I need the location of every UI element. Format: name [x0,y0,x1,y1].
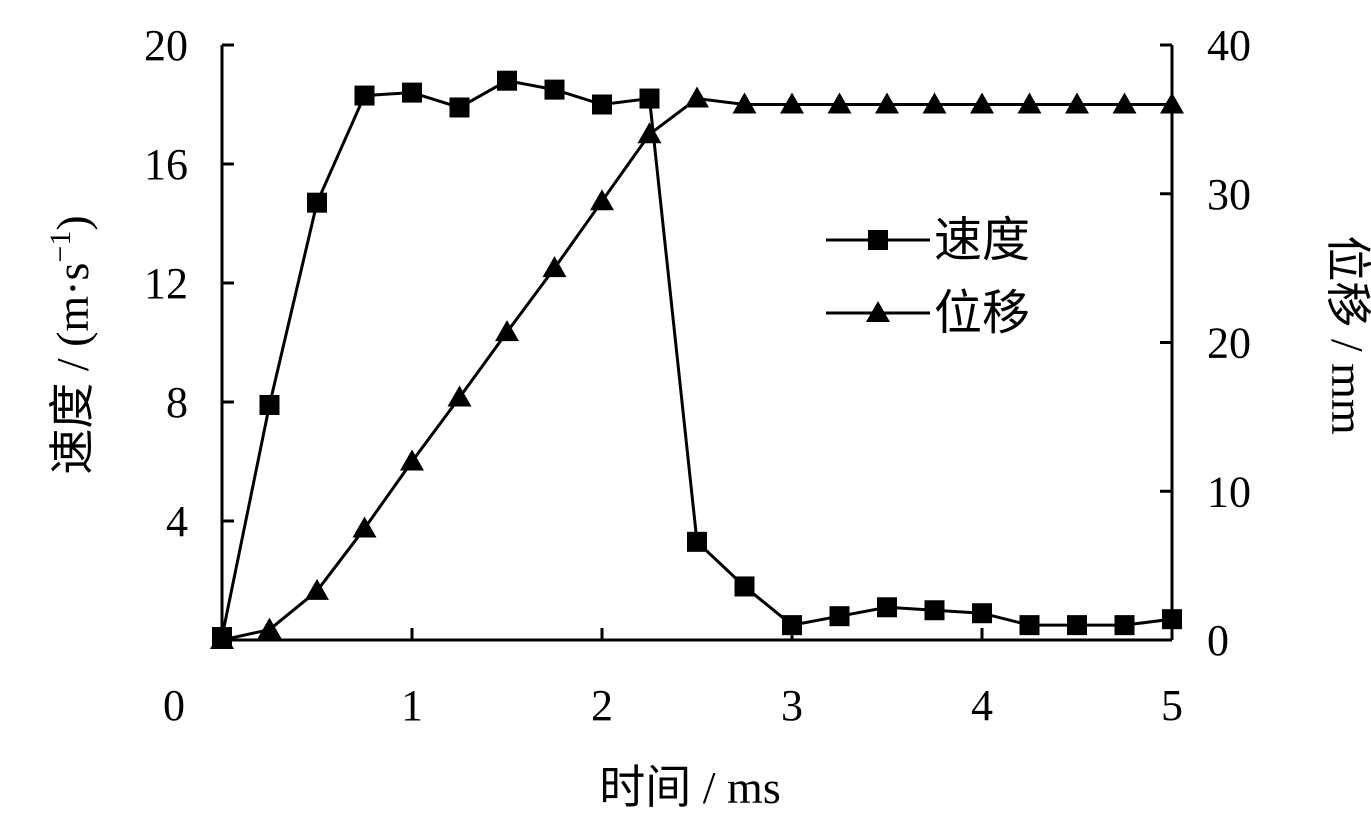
data-point-triangle [780,92,804,114]
y-left-axis-title-sup: −1 [44,231,77,263]
data-point-triangle [542,256,567,278]
x-tick-label: 0 [163,681,185,730]
x-axis-title: 时间 / ms [599,762,780,813]
x-tick-label: 2 [591,681,613,730]
legend-marker-square [868,230,888,250]
data-point-square [924,600,945,621]
data-point-square [1114,615,1135,636]
y-left-axis-title-main: 速度 / (m·s [47,263,98,475]
y-right-tick-label: 40 [1207,21,1251,70]
y-left-tick-label: 4 [166,497,188,546]
data-point-square [402,82,422,103]
data-point-triangle [210,628,234,649]
data-point-square [449,97,470,118]
series-line-2 [221,96,1172,642]
y-right-tick-label: 20 [1207,319,1251,368]
y-left-tick-label: 8 [166,378,188,427]
data-point-square [259,394,280,415]
legend-marker-triangle [866,301,890,322]
data-point-triangle [732,92,757,114]
data-point-triangle [875,92,899,114]
legend-label-2: 位移 [934,287,1030,340]
data-point-triangle [447,385,472,407]
data-point-triangle [1112,92,1137,114]
data-point-triangle [922,92,947,114]
x-tick-label: 3 [781,681,803,730]
data-point-square [1162,609,1182,630]
data-point-triangle [970,92,994,114]
y-left-axis-title-close: ) [47,215,98,230]
y-right-tick-label: 10 [1207,467,1251,516]
data-point-square [734,576,755,597]
data-point-square [592,94,612,115]
y-left-axis-title: 速度 / (m·s−1) [44,215,98,474]
data-point-triangle [400,449,424,471]
y-right-axis-title: 位移 / mm [1322,235,1371,435]
data-point-triangle [1065,92,1089,114]
series-lines [220,79,1173,642]
data-point-square [687,531,707,552]
data-point-triangle [305,578,329,600]
x-tick-label: 5 [1161,681,1183,730]
legend-label-1: 速度 [934,214,1030,267]
data-point-triangle [1017,92,1042,114]
data-point-square [307,192,327,213]
data-point-square [497,70,517,91]
data-point-square [1067,615,1087,636]
data-point-square [782,615,802,636]
data-point-square [544,79,565,100]
data-point-square [877,597,897,618]
data-point-square [972,603,992,624]
series-line-1 [220,79,1173,638]
data-point-triangle [257,617,282,639]
data-point-triangle [495,320,519,342]
y-right-tick-label: 30 [1207,170,1251,219]
data-point-triangle [352,516,377,538]
data-point-triangle [637,122,662,144]
data-point-square [1019,615,1040,636]
data-point-triangle [590,189,614,211]
data-point-square [354,85,375,106]
data-point-triangle [685,86,709,108]
x-tick-label: 4 [971,681,993,730]
y-right-tick-label: 0 [1207,616,1229,665]
data-point-square [639,88,660,109]
y-left-tick-label: 16 [144,140,188,189]
data-point-triangle [1160,92,1184,114]
series-markers [210,70,1184,649]
y-left-tick-label: 12 [144,259,188,308]
x-tick-label: 1 [401,681,423,730]
data-point-triangle [827,92,852,114]
data-point-square [829,606,850,627]
y-left-tick-label: 20 [144,21,188,70]
